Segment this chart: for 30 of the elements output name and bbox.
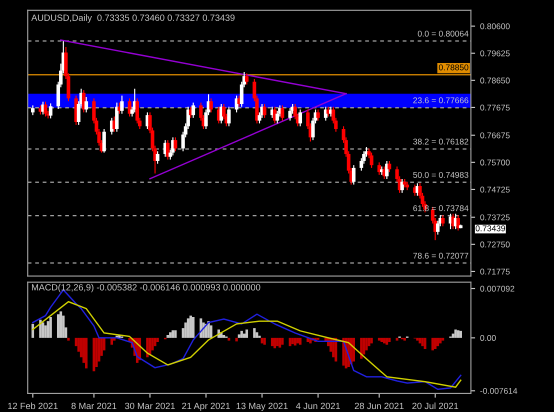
- y-tick-label: 0.77675: [480, 104, 510, 111]
- y-tick-label: 0.78650: [480, 78, 510, 84]
- y-tick-label: 0.71775: [480, 268, 510, 275]
- ref-line-label: 0.78850: [438, 64, 468, 70]
- x-tick-label: 28 Jun 2021: [354, 402, 404, 410]
- x-tick-label: 12 Feb 2021: [8, 402, 58, 410]
- y-tick-label: 0.73725: [480, 214, 510, 220]
- ref-line-label: 50.0 = 0.74983: [413, 172, 468, 178]
- text: 0.73439: [476, 225, 506, 232]
- x-tick-label: 13 May 2021: [236, 402, 288, 411]
- chart-title: AUDUSD,Daily 0.73335 0.73460 0.73327 0.73439: [31, 14, 235, 23]
- y-tick-label: -0.007614: [480, 388, 518, 394]
- ref-line-label: 78.6 = 0.72077: [413, 252, 468, 259]
- y-tick-label: 0.007092: [480, 286, 514, 292]
- y-tick-label: 0.74725: [480, 186, 510, 193]
- ref-line-label: 23.6 = 0.77666: [413, 97, 468, 104]
- y-tick-label: 0.80600: [480, 23, 510, 30]
- y-tick-label: 0.76675: [480, 132, 510, 138]
- chart-title: MACD(12,26,9) -0.005382 -0.006146 0.000993 0.000000: [32, 284, 260, 292]
- y-tick-label: 0.79625: [480, 50, 510, 56]
- y-tick-label: 0.75700: [480, 160, 510, 166]
- x-tick-label: 30 Mar 2021: [124, 402, 175, 410]
- x-tick-label: 4 Jun 2021: [296, 402, 340, 410]
- x-tick-label: 8 Mar 2021: [71, 402, 116, 410]
- x-tick-label: 21 Apr 2021: [182, 402, 230, 411]
- ref-line-label: 0.0 = 0.80064: [418, 30, 468, 37]
- y-tick-label: 0.00: [480, 335, 496, 341]
- ref-line-label: 38.2 = 0.76182: [413, 138, 468, 145]
- x-tick-label: 20 Jul 2021: [412, 402, 458, 410]
- y-tick-label: 0.72750: [480, 242, 510, 248]
